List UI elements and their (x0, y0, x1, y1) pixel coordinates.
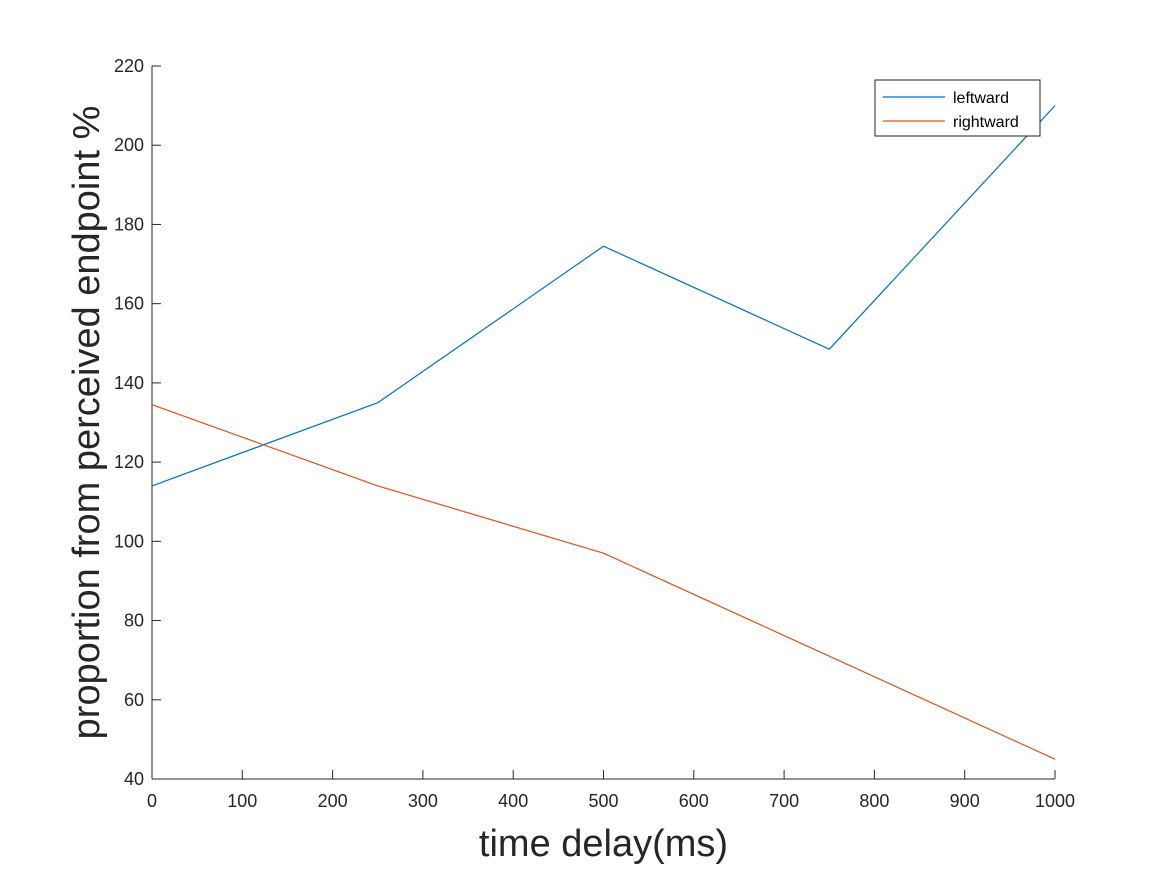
x-tick-label: 1000 (1035, 791, 1075, 811)
x-tick-label: 0 (147, 791, 157, 811)
y-tick-label: 100 (114, 531, 144, 551)
y-tick-label: 160 (114, 294, 144, 314)
y-tick-label: 140 (114, 373, 144, 393)
x-tick-label: 800 (859, 791, 889, 811)
x-tick-label: 200 (318, 791, 348, 811)
y-tick-label: 180 (114, 214, 144, 234)
series-layer (151, 105, 1056, 760)
legend-label-rightward: rightward (953, 114, 1019, 131)
y-tick-label: 200 (114, 135, 144, 155)
x-axis-title: time delay(ms) (479, 823, 728, 865)
x-tick-label: 700 (769, 791, 799, 811)
legend-box (874, 79, 1041, 137)
axes (151, 66, 1055, 780)
ticks-layer: 0 100 200 300 400 500 600 700 800 900 1000 40 60 80 10… (114, 56, 1075, 811)
y-tick-label: 40 (124, 769, 144, 789)
x-tick-label: 500 (588, 791, 618, 811)
y-tick-label: 220 (114, 56, 144, 76)
y-tick-label: 80 (124, 611, 144, 631)
series-line-rightward (151, 404, 1056, 760)
x-tick-label: 400 (498, 791, 528, 811)
series-line-leftward (151, 105, 1056, 487)
y-tick-label: 120 (114, 452, 144, 472)
legend: leftward rightward (874, 79, 1041, 137)
x-tick-label: 300 (408, 791, 438, 811)
x-tick-label: 900 (950, 791, 980, 811)
y-tick-label: 60 (124, 690, 144, 710)
legend-label-leftward: leftward (953, 90, 1009, 107)
x-tick-label: 100 (227, 791, 257, 811)
x-tick-label: 600 (679, 791, 709, 811)
y-axis-title: proportion from perceived endpoint % (66, 106, 108, 740)
